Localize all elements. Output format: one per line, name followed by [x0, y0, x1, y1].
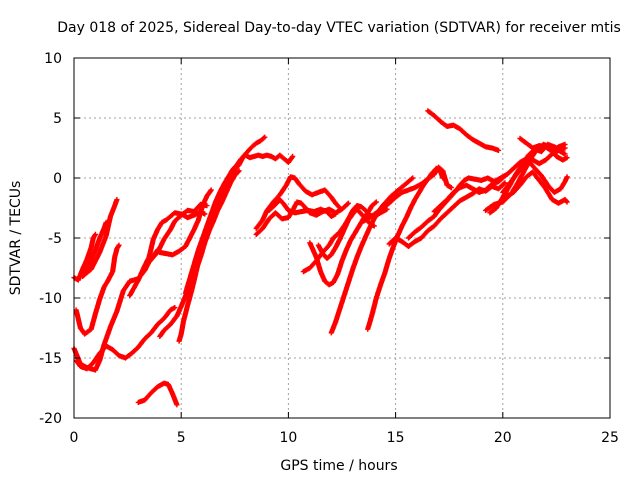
x-tick-label: 10: [279, 430, 297, 446]
y-tick-label: 0: [53, 171, 62, 187]
y-tick-label: 10: [44, 51, 62, 67]
series-s6: [73, 305, 178, 372]
series-s13-markers: [182, 152, 296, 296]
data-points: [71, 108, 570, 408]
series-s7: [135, 380, 180, 408]
series-s22-markers: [360, 164, 454, 224]
series-s10: [157, 187, 214, 258]
y-tick-label: -5: [48, 231, 62, 247]
series-s18-markers: [307, 199, 379, 288]
series-s10-markers: [157, 187, 214, 258]
series-s25-markers: [425, 108, 502, 153]
axis-ticks: 0 5 10 15 20 25 -20 -15 -10 -5 0 5 10: [39, 51, 619, 446]
series-s28-markers: [504, 169, 570, 206]
x-tick-label: 25: [601, 430, 619, 446]
series-s14-markers: [253, 174, 343, 231]
series-s29: [500, 158, 570, 195]
x-tick-label: 20: [494, 430, 512, 446]
series-s4: [73, 242, 122, 337]
series-s13: [182, 152, 296, 296]
series-s3: [80, 197, 120, 279]
series-s4-markers: [73, 242, 122, 337]
y-axis-label: SDTVAR / TECUs: [8, 181, 24, 296]
series-s9-markers: [146, 201, 210, 265]
series-s16-markers: [266, 197, 339, 219]
y-tick-label: 5: [53, 111, 62, 127]
series-s30-markers: [517, 135, 568, 155]
series-s25: [425, 108, 502, 153]
series-s29-markers: [500, 158, 570, 195]
series-s18: [307, 199, 379, 288]
y-tick-label: -10: [39, 291, 62, 307]
x-tick-label: 5: [177, 430, 186, 446]
series-s3-markers: [80, 197, 120, 279]
series-s31: [431, 175, 506, 215]
series-s28: [504, 169, 570, 206]
chart-title: Day 018 of 2025, Sidereal Day-to-day VTE…: [57, 20, 621, 36]
x-tick-label: 15: [387, 430, 405, 446]
series-s31-markers: [431, 175, 506, 215]
y-tick-label: -15: [39, 351, 62, 367]
series-s7-markers: [135, 380, 180, 408]
series-s6-markers: [73, 305, 178, 372]
series-s16: [266, 197, 339, 219]
y-tick-label: -20: [39, 411, 62, 427]
series-s14: [253, 174, 343, 231]
series-s2-markers: [82, 219, 109, 276]
x-tick-label: 0: [70, 430, 79, 446]
x-axis-label: GPS time / hours: [280, 458, 397, 474]
series-s2: [82, 219, 109, 276]
series-s22: [360, 164, 454, 224]
series-s30: [517, 135, 568, 155]
series-s9: [146, 201, 210, 265]
